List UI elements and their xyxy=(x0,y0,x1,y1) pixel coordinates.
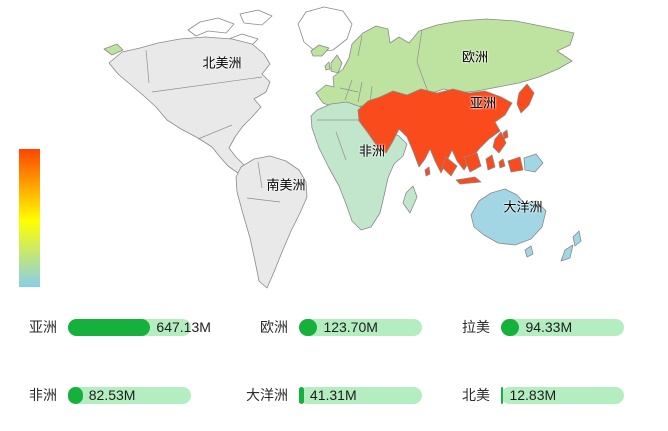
stat-bar-fill xyxy=(299,387,304,404)
map-region-tasmania[interactable] xyxy=(524,245,534,258)
map-region-new-zealand-north[interactable] xyxy=(572,230,582,247)
map-region-new-guinea-east[interactable] xyxy=(523,153,544,173)
stat-value: 82.53M xyxy=(88,387,136,403)
stat-bar-track[interactable]: 123.70M xyxy=(299,319,422,336)
stat-label: 北美 xyxy=(462,387,490,403)
stat-value: 94.33M xyxy=(525,319,573,335)
map-region-south-america[interactable] xyxy=(235,155,308,289)
map-label-europe: 欧洲 xyxy=(461,49,489,65)
stat-label: 欧洲 xyxy=(260,319,288,335)
stat-bar-fill xyxy=(68,387,83,404)
stat-label: 大洋洲 xyxy=(246,387,288,403)
stat-cell-latam: 拉美 94.33M xyxy=(448,319,624,336)
map-region-west-new-guinea[interactable] xyxy=(507,156,524,173)
stat-bar-fill xyxy=(68,319,151,336)
map-region-new-zealand-south[interactable] xyxy=(560,244,574,262)
map-region-moluccas[interactable] xyxy=(498,158,506,169)
map-label-oceania: 大洋洲 xyxy=(503,199,543,215)
stat-bar-fill xyxy=(299,319,318,336)
stat-cell-europe: 欧洲 123.70M xyxy=(246,319,422,336)
stat-bar-track[interactable]: 94.33M xyxy=(501,319,624,336)
stat-bar-track[interactable]: 41.31M xyxy=(299,387,422,404)
map-region-iceland[interactable] xyxy=(310,44,330,57)
stat-value: 12.83M xyxy=(509,387,557,403)
stat-bar-track[interactable]: 82.53M xyxy=(68,387,191,404)
stat-value: 41.31M xyxy=(309,387,357,403)
stat-value: 123.70M xyxy=(323,319,378,335)
map-region-java[interactable] xyxy=(455,176,482,185)
map-label-north-america: 北美洲 xyxy=(202,55,242,71)
map-region-north-america[interactable] xyxy=(108,36,271,178)
map-region-ireland[interactable] xyxy=(324,61,331,71)
map-label-south-america: 南美洲 xyxy=(266,177,306,193)
map-region-sumatra[interactable] xyxy=(441,156,458,177)
map-region-sri-lanka[interactable] xyxy=(424,166,431,177)
map-label-asia: 亚洲 xyxy=(469,95,497,111)
stat-bar-fill xyxy=(501,387,504,404)
map-region-chukotka-west[interactable] xyxy=(103,43,124,56)
stat-cell-oceania: 大洋洲 41.31M xyxy=(246,387,422,404)
stat-cell-north-america: 北美 12.83M xyxy=(448,387,624,404)
stat-cell-asia: 亚洲 647.13M xyxy=(15,319,211,336)
stat-bar-fill xyxy=(501,319,520,336)
map-region-philippines[interactable] xyxy=(492,131,507,154)
greenland xyxy=(297,6,353,53)
stat-label: 非洲 xyxy=(29,387,57,403)
map-region-sulawesi[interactable] xyxy=(485,154,496,171)
map-region-uk[interactable] xyxy=(330,54,343,74)
map-region-borneo[interactable] xyxy=(463,152,482,173)
map-region-australia[interactable] xyxy=(470,188,547,246)
stat-bar-track[interactable]: 12.83M xyxy=(501,387,624,404)
stat-label: 拉美 xyxy=(462,319,490,335)
map-region-japan[interactable] xyxy=(516,83,535,114)
stat-label: 亚洲 xyxy=(29,319,57,335)
stat-bar-track[interactable]: 647.13M xyxy=(68,319,211,336)
arctic-islands xyxy=(187,6,353,53)
map-region-madagascar[interactable] xyxy=(402,185,418,214)
map-label-africa: 非洲 xyxy=(358,143,386,159)
stat-value: 647.13M xyxy=(156,319,211,335)
stat-cell-africa: 非洲 82.53M xyxy=(15,387,191,404)
visualmap-gradient-bar[interactable] xyxy=(19,149,40,287)
